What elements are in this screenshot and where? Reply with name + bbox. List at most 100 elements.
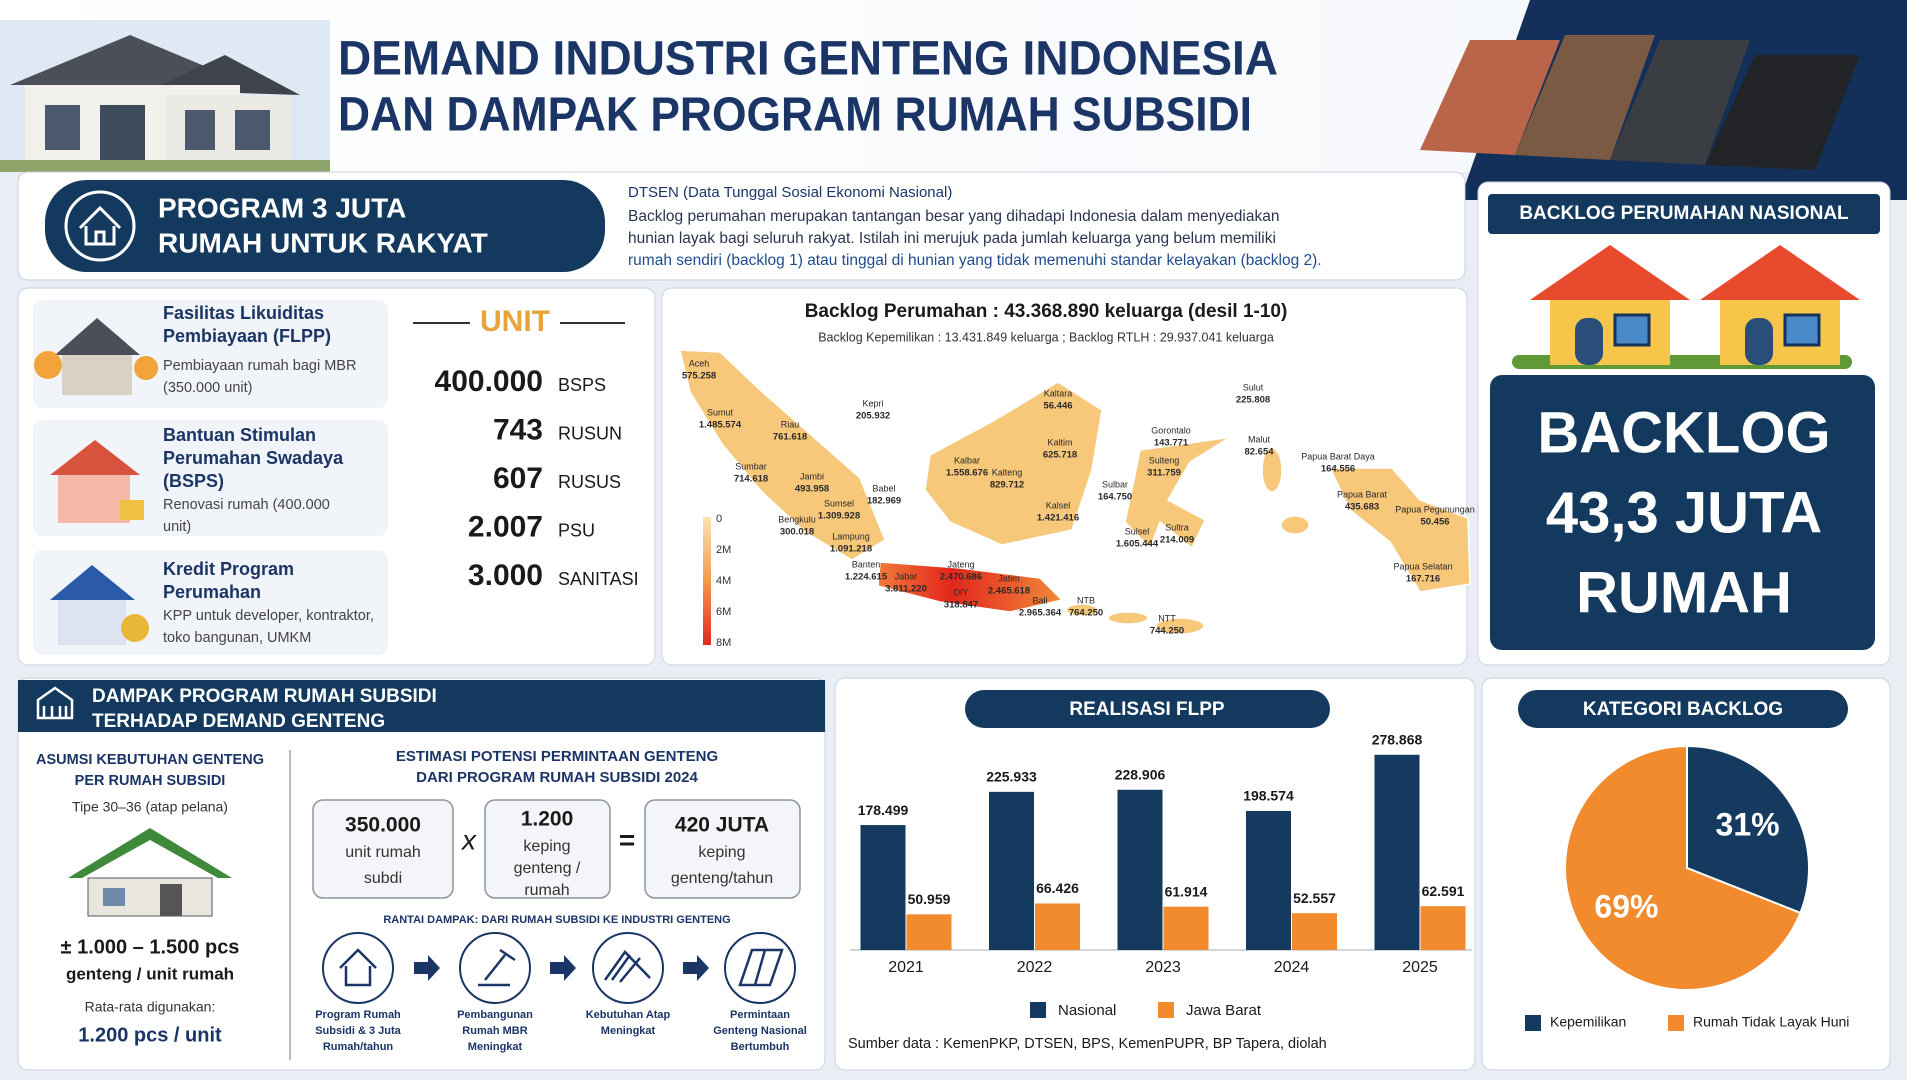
bar	[1420, 906, 1466, 950]
assumption-avg: 1.200 pcs / unit	[78, 1024, 222, 1046]
decoration	[1280, 515, 1310, 535]
impact-icon	[36, 686, 74, 720]
region-value: 1.224.615	[845, 572, 888, 583]
unit-heading: UNIT	[480, 305, 550, 338]
region-value: 311.759	[1147, 468, 1181, 479]
decoration	[1420, 40, 1560, 155]
region-name: Malut	[1248, 434, 1271, 444]
value-label: 278.868	[1372, 731, 1423, 747]
region-value: 714.618	[734, 474, 768, 485]
region-value: 764.250	[1069, 608, 1103, 619]
banner-title: PROGRAM 3 JUTA	[158, 192, 406, 223]
decoration	[738, 948, 784, 987]
unit-value: 607	[493, 462, 543, 495]
value-label: 62.591	[1422, 883, 1465, 899]
region-name: Kalteng	[992, 467, 1023, 477]
x-tick-label: 2023	[1145, 959, 1181, 976]
region-name: Bengkulu	[778, 514, 816, 524]
unit-value: 743	[493, 413, 543, 446]
decoration	[1065, 603, 1099, 617]
decoration	[185, 110, 215, 150]
value-label: 225.933	[986, 769, 1037, 785]
decoration	[1720, 290, 1840, 365]
decoration	[1124, 427, 1246, 550]
impact-header: TERHADAP DEMAND GENTENG	[92, 711, 385, 732]
map-legend-label: 0	[716, 513, 722, 525]
backlog-header-bg	[1488, 194, 1880, 234]
dtsen-heading: DTSEN (Data Tunggal Sosial Ekonomi Nasio…	[628, 184, 952, 201]
decoration	[478, 948, 516, 987]
region-name: Bali	[1032, 595, 1047, 605]
bar	[1035, 903, 1080, 950]
region-name: Papua Selatan	[1393, 561, 1452, 571]
unit-label: BSPS	[558, 375, 606, 395]
operator: x	[460, 824, 477, 855]
backlog-header: BACKLOG PERUMAHAN NASIONAL	[1519, 203, 1849, 224]
region-name: Kalbar	[954, 455, 980, 465]
chain-caption: Subsidi & 3 Juta	[315, 1025, 401, 1037]
pie-slice	[1686, 744, 1810, 915]
value-label: 228.906	[1115, 766, 1166, 782]
region-name: Jambi	[800, 471, 824, 481]
decoration	[339, 948, 377, 987]
pie-label: 31%	[1716, 806, 1780, 842]
decoration	[924, 381, 1103, 546]
value-label: 198.574	[1243, 788, 1294, 804]
region-name: Sumut	[707, 407, 734, 417]
map-legend-bar	[703, 517, 711, 645]
region-name: Aceh	[689, 358, 710, 368]
chart-title: REALISASI FLPP	[1069, 699, 1225, 720]
region-value: 50.456	[1420, 517, 1449, 528]
decoration	[1530, 245, 1690, 300]
bar	[1246, 810, 1291, 950]
region-value: 2.965.364	[1019, 608, 1062, 619]
region-name: Jabar	[895, 571, 918, 581]
unit-label: RUSUS	[558, 472, 621, 492]
decoration	[1107, 611, 1149, 625]
region-name: Gorontalo	[1151, 425, 1191, 435]
region-value: 1.421.416	[1037, 513, 1079, 524]
legend-swatch	[1158, 1002, 1174, 1018]
program-desc: (350.000 unit)	[163, 380, 252, 396]
impact-header: DAMPAK PROGRAM RUMAH SUBSIDI	[92, 686, 437, 707]
bar	[1374, 754, 1420, 950]
decoration	[550, 955, 576, 981]
decoration	[235, 110, 270, 150]
decoration	[1745, 318, 1773, 365]
decoration	[1613, 313, 1651, 347]
value-label: 178.499	[858, 802, 909, 818]
region-value: 214.009	[1160, 535, 1194, 546]
banner-icon	[64, 190, 136, 262]
house-photo	[0, 20, 330, 172]
region-value: 435.683	[1345, 502, 1379, 513]
program-desc: toko bangunan, UMKM	[163, 630, 311, 646]
impact-header-bg	[18, 680, 825, 732]
dtsen-line: rumah sendiri (backlog 1) atau tinggal d…	[628, 252, 1322, 269]
decoration	[1515, 35, 1655, 160]
value-label: 50.959	[908, 891, 951, 907]
decoration	[1783, 313, 1821, 347]
estimate-heading: DARI PROGRAM RUMAH SUBSIDI 2024	[416, 769, 698, 786]
region-value: 205.932	[856, 411, 890, 422]
chain-caption: Meningkat	[468, 1041, 523, 1053]
region-value: 143.771	[1154, 438, 1189, 449]
assumption-house	[68, 828, 232, 917]
decoration	[644, 799, 801, 899]
decoration	[603, 950, 651, 983]
decoration	[103, 888, 125, 906]
assumption-range: ± 1.000 – 1.500 pcs	[61, 936, 240, 958]
x-tick-label: 2024	[1274, 959, 1310, 976]
decoration	[1261, 447, 1283, 493]
unit-value: 400.000	[435, 365, 543, 398]
unit-label: PSU	[558, 520, 595, 540]
backlog-line: BACKLOG	[1537, 400, 1830, 465]
chain-caption: Program Rumah	[315, 1009, 401, 1021]
region-value: 3.811.220	[885, 584, 927, 595]
region-value: 82.654	[1244, 447, 1274, 458]
x-tick-label: 2025	[1402, 959, 1438, 976]
region-value: 1.605.444	[1116, 539, 1159, 550]
decoration	[0, 160, 330, 172]
program-desc: unit)	[163, 519, 191, 535]
unit-value: 3.000	[468, 559, 543, 592]
